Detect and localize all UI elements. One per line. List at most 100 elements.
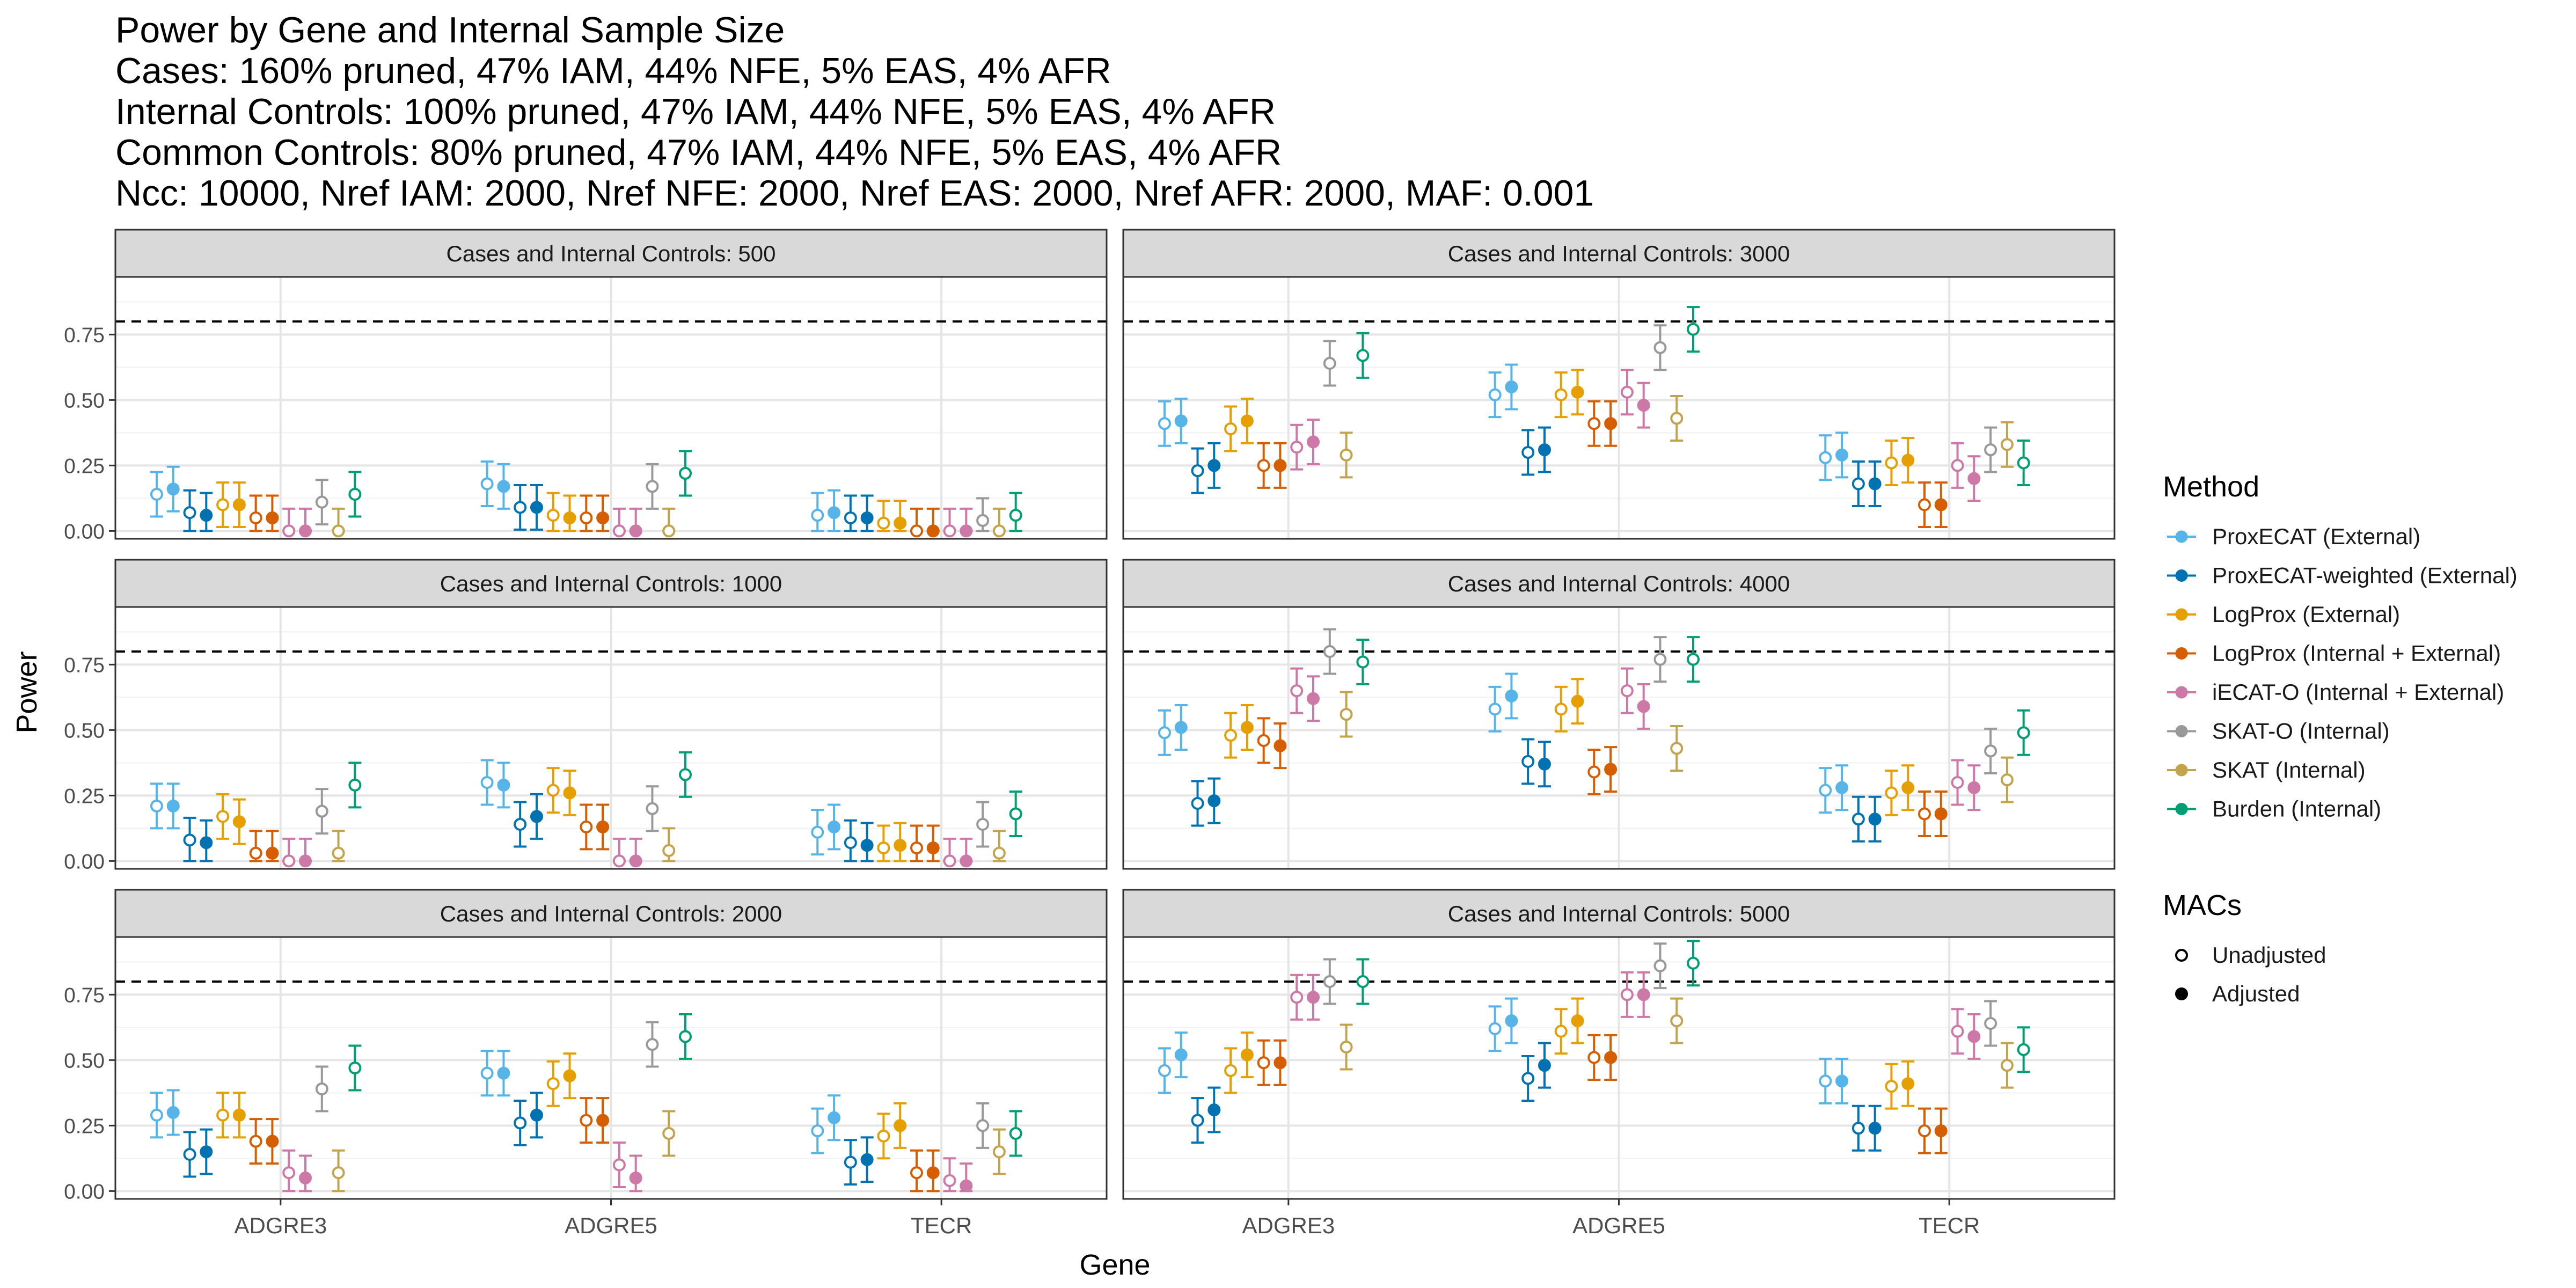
- data-point-adjusted: [1571, 1014, 1584, 1028]
- data-point-adjusted: [563, 511, 576, 524]
- data-point-unadjusted: [992, 524, 1006, 538]
- legend-key-point: [2175, 725, 2188, 737]
- data-point-unadjusted: [1521, 1072, 1535, 1085]
- x-axis-title: Gene: [1079, 1249, 1150, 1281]
- data-point-unadjusted: [1158, 417, 1171, 430]
- data-point-unadjusted: [1984, 744, 1997, 758]
- data-point-adjusted: [1868, 477, 1882, 491]
- data-point-unadjusted: [844, 1155, 857, 1169]
- legend-key-point: [2175, 764, 2188, 777]
- data-point-unadjusted: [1670, 742, 1684, 755]
- y-tick-label: 0.00: [64, 1180, 105, 1203]
- data-point-unadjusted: [1224, 422, 1238, 436]
- data-point-adjusted: [860, 511, 874, 524]
- y-tick-label: 0.25: [64, 785, 105, 808]
- data-point-unadjusted: [1290, 991, 1304, 1004]
- data-point-adjusted: [1868, 813, 1882, 826]
- data-point-adjusted: [1637, 988, 1650, 1001]
- data-point-adjusted: [1637, 700, 1650, 713]
- data-point-unadjusted: [1687, 653, 1700, 666]
- data-point-unadjusted: [1257, 734, 1270, 747]
- data-point-unadjusted: [1009, 509, 1022, 522]
- facet-strip-label: Cases and Internal Controls: 5000: [1448, 901, 1790, 926]
- data-point-adjusted: [1835, 448, 1849, 462]
- data-point-unadjusted: [2000, 1059, 2014, 1072]
- panel-border: [1122, 606, 2116, 870]
- data-point-adjusted: [1934, 807, 1948, 821]
- chart-subtitle-internal-controls: Internal Controls: 100% pruned, 47% IAM,…: [115, 91, 1276, 132]
- legend-label-method: iECAT-O (Internal + External): [2212, 679, 2504, 705]
- data-point-unadjusted: [1009, 807, 1022, 821]
- data-point-adjusted: [530, 810, 543, 823]
- y-tick-label: 0.50: [64, 389, 105, 412]
- data-point-unadjusted: [1554, 388, 1568, 401]
- data-point-adjusted: [629, 854, 642, 868]
- facet-strip-label: Cases and Internal Controls: 3000: [1448, 241, 1790, 266]
- data-point-unadjusted: [348, 488, 362, 501]
- data-point-adjusted: [1934, 498, 1948, 511]
- y-tick-label: 0.75: [64, 324, 105, 347]
- data-point-unadjusted: [877, 841, 890, 854]
- data-point-adjusted: [1835, 781, 1849, 794]
- data-point-adjusted: [1967, 781, 1981, 794]
- data-point-unadjusted: [943, 854, 956, 868]
- data-point-unadjusted: [662, 1127, 676, 1140]
- data-point-adjusted: [926, 524, 940, 538]
- data-point-adjusted: [629, 1171, 642, 1184]
- data-point-unadjusted: [1653, 959, 1667, 972]
- x-tick-label: ADGRE3: [234, 1213, 327, 1238]
- data-point-adjusted: [1901, 781, 1915, 794]
- data-point-unadjusted: [1984, 443, 1997, 457]
- data-point-unadjusted: [612, 1158, 626, 1172]
- y-tick-label: 0.00: [64, 520, 105, 543]
- data-point-unadjusted: [1851, 1122, 1865, 1135]
- facet-strip: [114, 229, 1108, 278]
- data-point-adjusted: [299, 1171, 312, 1184]
- data-point-adjusted: [166, 799, 180, 813]
- data-point-adjusted: [563, 786, 576, 800]
- data-point-unadjusted: [1488, 1022, 1502, 1035]
- data-point-adjusted: [497, 480, 510, 493]
- legend-key-point: [2175, 647, 2188, 660]
- data-point-unadjusted: [1918, 498, 1931, 511]
- data-point-adjusted: [629, 524, 642, 538]
- data-point-adjusted: [1505, 689, 1518, 702]
- data-point-unadjusted: [348, 1062, 362, 1074]
- facet-strip-label: Cases and Internal Controls: 1000: [440, 571, 782, 596]
- data-point-adjusted: [1604, 417, 1618, 430]
- data-point-unadjusted: [1819, 451, 1832, 464]
- data-point-unadjusted: [2017, 726, 2030, 740]
- data-point-adjusted: [497, 1066, 510, 1080]
- data-point-adjusted: [530, 501, 543, 514]
- data-point-unadjusted: [150, 488, 163, 501]
- data-point-unadjusted: [1340, 448, 1353, 462]
- data-point-unadjusted: [1670, 412, 1684, 425]
- data-point-unadjusted: [1620, 684, 1634, 698]
- data-point-unadjusted: [679, 1030, 692, 1043]
- data-point-adjusted: [828, 506, 841, 519]
- facet-strip: [1122, 559, 2116, 608]
- data-point-unadjusted: [480, 775, 494, 789]
- data-point-unadjusted: [646, 480, 659, 493]
- data-point-adjusted: [563, 1069, 576, 1082]
- data-point-adjusted: [596, 820, 610, 833]
- data-point-unadjusted: [1488, 388, 1502, 401]
- data-point-unadjusted: [943, 524, 956, 538]
- data-point-unadjusted: [1587, 1051, 1601, 1064]
- data-point-unadjusted: [1488, 702, 1502, 716]
- data-point-unadjusted: [1158, 726, 1171, 740]
- data-point-unadjusted: [2000, 773, 2014, 787]
- data-point-unadjusted: [1554, 1024, 1568, 1038]
- data-point-unadjusted: [646, 802, 659, 815]
- data-point-unadjusted: [546, 1077, 560, 1091]
- data-point-unadjusted: [1521, 445, 1535, 459]
- data-point-unadjusted: [662, 844, 676, 857]
- data-point-adjusted: [1208, 459, 1221, 472]
- x-tick-label: ADGRE5: [1572, 1213, 1665, 1238]
- data-point-adjusted: [926, 841, 940, 854]
- data-point-unadjusted: [1819, 784, 1832, 797]
- data-point-unadjusted: [580, 820, 593, 833]
- data-point-adjusted: [1538, 1059, 1551, 1072]
- data-point-unadjusted: [183, 1148, 196, 1161]
- data-point-unadjusted: [1620, 988, 1634, 1001]
